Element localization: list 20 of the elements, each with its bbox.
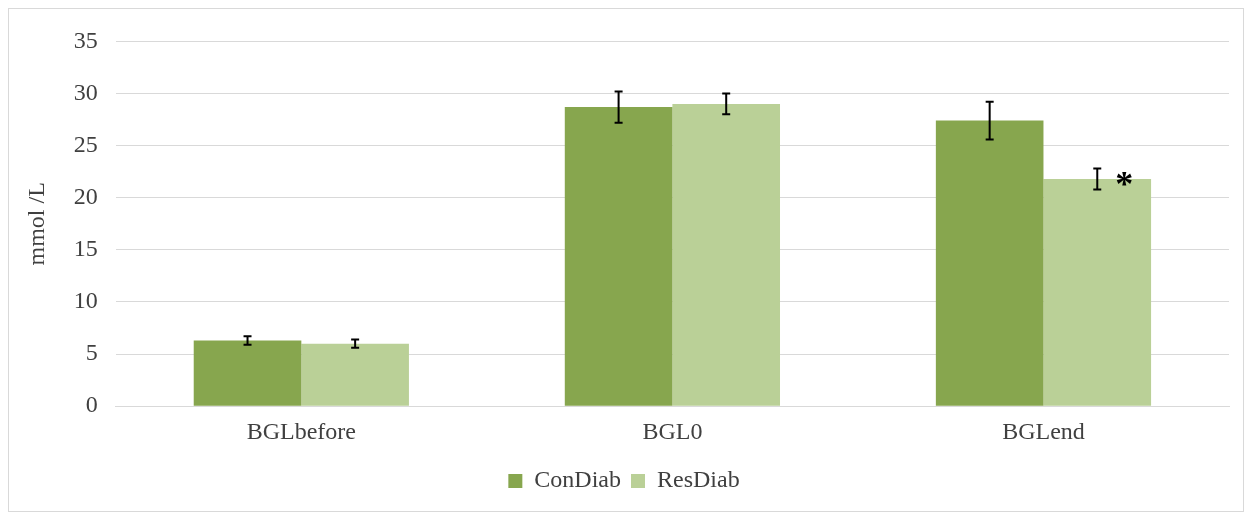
bar	[672, 103, 781, 406]
bar	[935, 120, 1044, 406]
y-tick-label: 20	[73, 183, 98, 210]
y-tick-label: 5	[85, 339, 98, 366]
y-tick-label: 35	[73, 26, 98, 53]
bar	[301, 343, 409, 406]
y-tick-label: 30	[73, 78, 98, 105]
y-tick-label: 15	[73, 235, 98, 262]
y-tick-label: 10	[73, 287, 98, 314]
x-tick-label: BGL0	[642, 417, 703, 444]
y-tick-label: 0	[85, 391, 98, 418]
y-tick-label: 25	[73, 130, 98, 157]
bar	[564, 107, 673, 406]
legend-label: ResDiab	[657, 466, 740, 493]
legend-label: ConDiab	[534, 466, 622, 493]
annotation: *	[1115, 164, 1134, 205]
x-tick-label: BGLbefore	[246, 417, 356, 444]
bar	[193, 340, 302, 406]
y-axis-title: mmol /L	[22, 182, 49, 266]
x-tick-label: BGLend	[1002, 417, 1085, 444]
